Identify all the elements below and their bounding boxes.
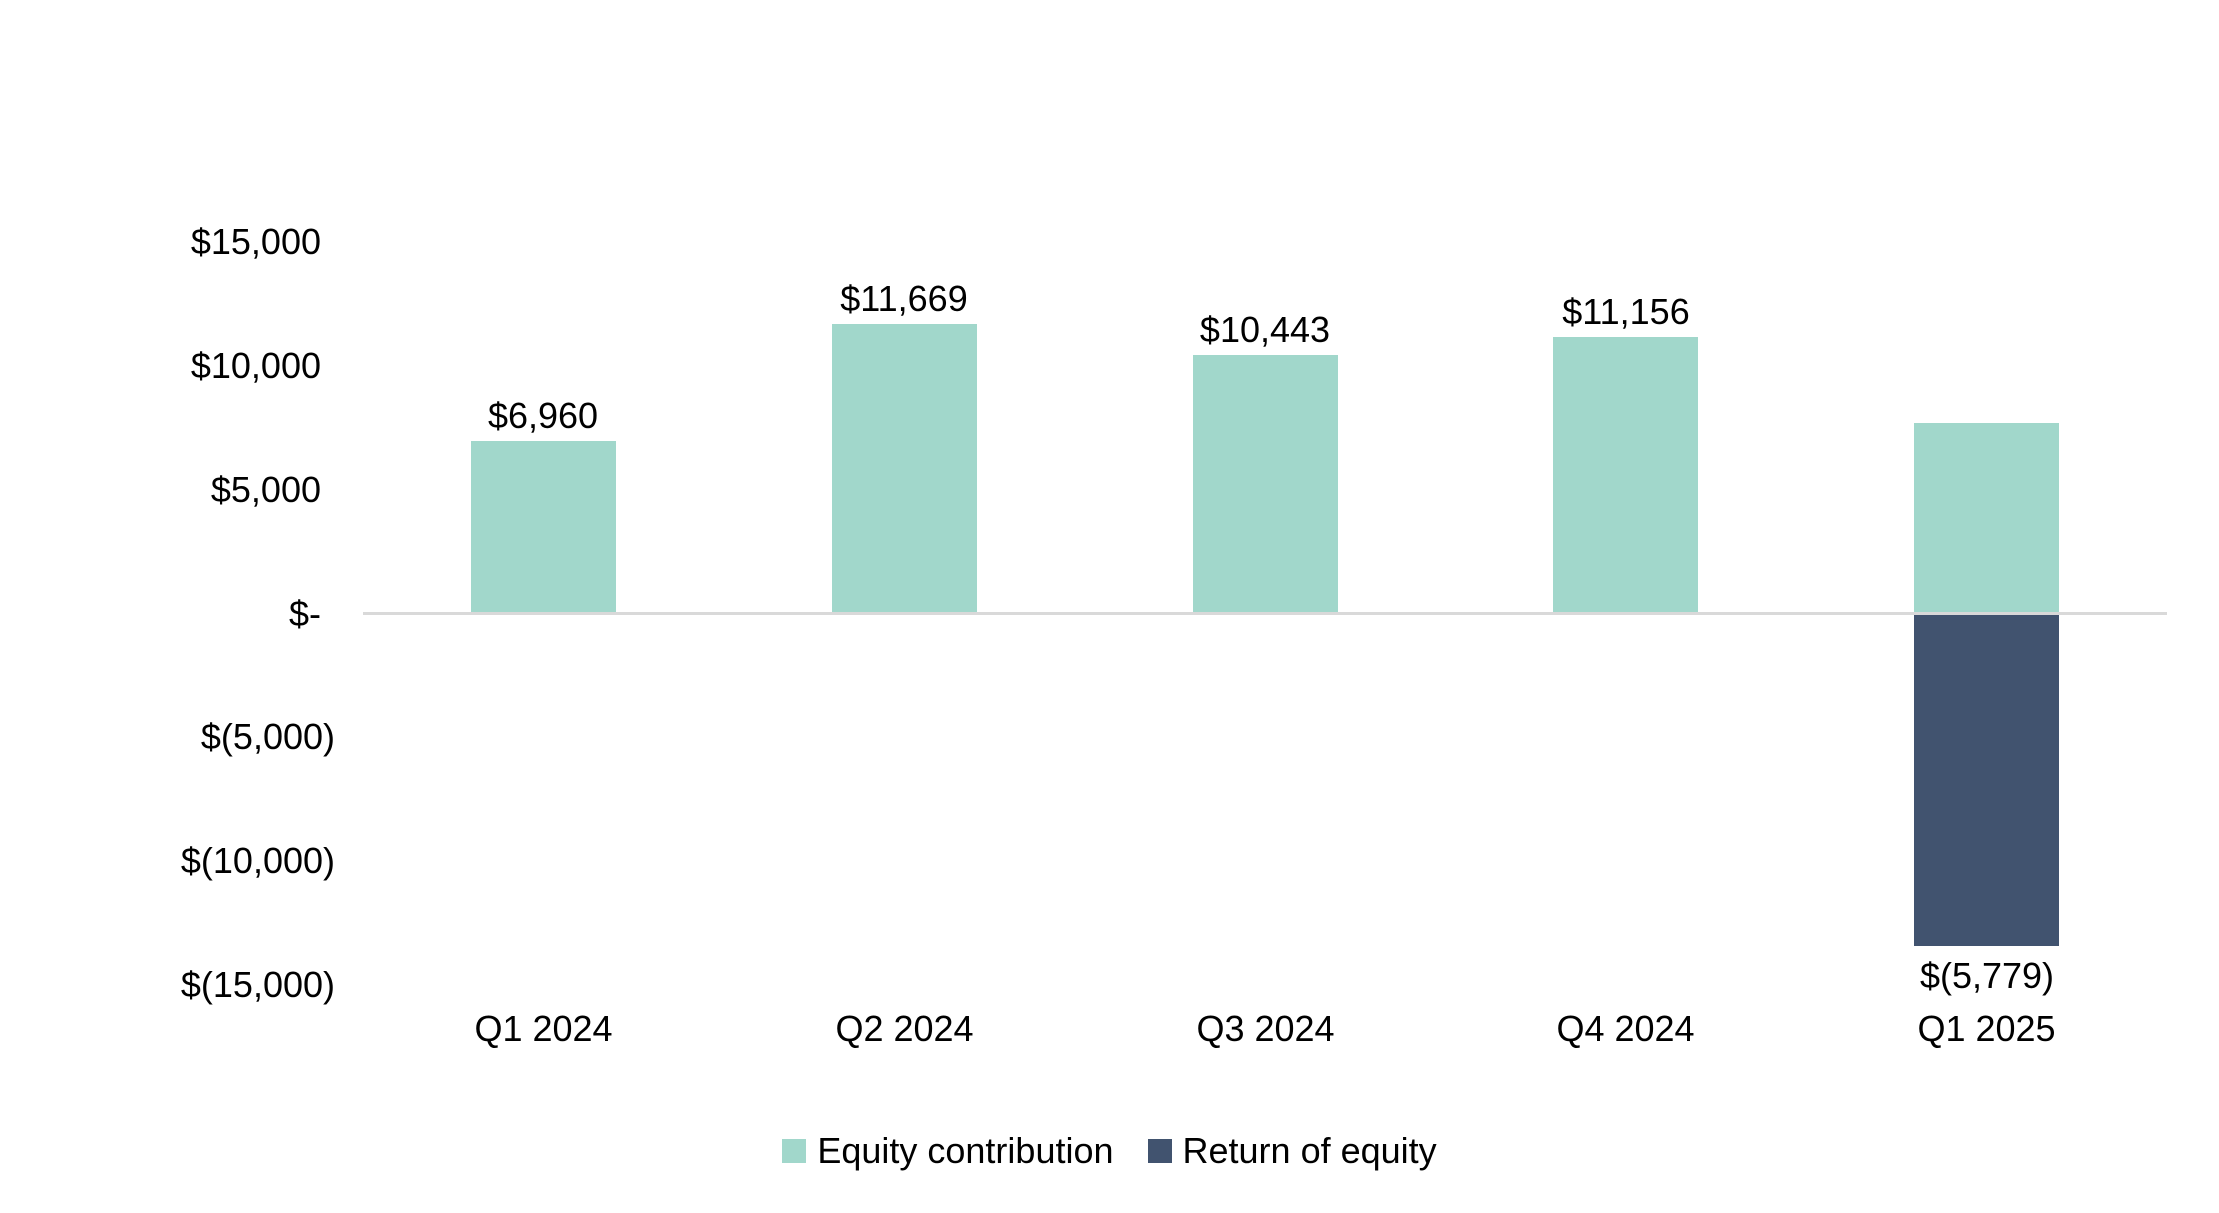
x-axis-label-q2-2024: Q2 2024 [835, 1008, 974, 1049]
data-label-q3-2024: $10,443 [1199, 309, 1331, 350]
legend-item-return-of-equity: Return of equity [1147, 1130, 1437, 1171]
y-axis-tick-15000: $15,000 [190, 221, 321, 262]
y-axis-tick-5000: $5,000 [210, 469, 321, 510]
bar-equity-contribution-q4-2024 [1553, 337, 1698, 613]
x-axis-label-q3-2024: Q3 2024 [1196, 1008, 1335, 1049]
chart-legend: Equity contribution Return of equity [0, 1132, 2219, 1169]
bar-equity-contribution-q1-2024 [471, 441, 616, 613]
bar-equity-contribution-q2-2024 [832, 324, 977, 613]
y-axis-tick-neg-10000: $(10,000) [180, 840, 335, 881]
x-axis-label-q4-2024: Q4 2024 [1556, 1008, 1695, 1049]
y-axis-tick-0: $- [288, 593, 321, 634]
bar-equity-contribution-q3-2024 [1193, 355, 1338, 613]
data-label-q1-2025: $(5,779) [1919, 955, 2055, 996]
x-axis-label-q1-2025: Q1 2025 [1917, 1008, 2056, 1049]
legend-item-equity-contribution: Equity contribution [782, 1130, 1114, 1171]
data-label-q1-2024: $6,960 [487, 395, 599, 436]
legend-swatch-equity-contribution [782, 1138, 807, 1163]
data-label-q4-2024: $11,156 [1562, 291, 1690, 332]
data-label-q2-2024: $11,669 [840, 278, 968, 319]
y-axis-tick-10000: $10,000 [190, 345, 321, 386]
legend-label-equity-contribution: Equity contribution [817, 1130, 1114, 1171]
bar-return-of-equity-q1-2025 [1914, 613, 2059, 946]
legend-label-return-of-equity: Return of equity [1182, 1130, 1437, 1171]
x-axis-label-q1-2024: Q1 2024 [474, 1008, 613, 1049]
bar-equity-contribution-q1-2025 [1914, 423, 2059, 613]
y-axis-tick-neg-5000: $(5,000) [200, 716, 335, 757]
y-axis-tick-neg-15000: $(15,000) [180, 964, 335, 1005]
legend-swatch-return-of-equity [1147, 1138, 1172, 1163]
x-axis-zero-line [363, 612, 2167, 615]
